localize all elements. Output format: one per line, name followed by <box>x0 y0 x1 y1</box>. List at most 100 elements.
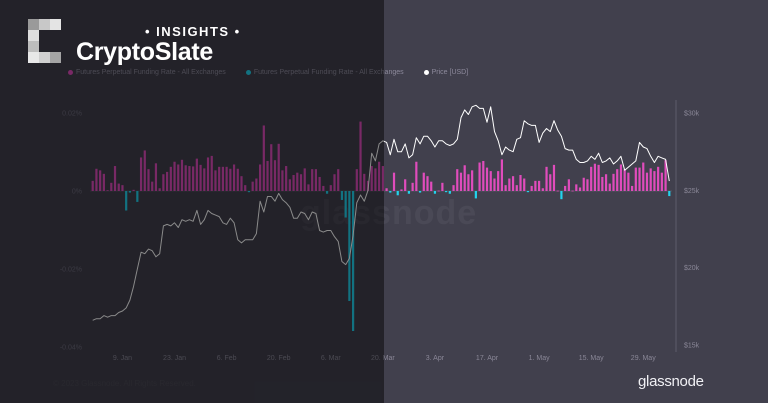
funding-rate-bar <box>147 169 150 191</box>
funding-rate-bar <box>277 143 280 191</box>
funding-rate-bar <box>270 144 273 191</box>
funding-rate-bar <box>456 169 459 191</box>
y-right-tick-label: $20k <box>684 265 700 272</box>
funding-rate-bar <box>273 160 277 191</box>
funding-rate-bar <box>474 191 477 199</box>
funding-rate-bar <box>225 166 228 191</box>
funding-rate-bar <box>325 191 329 194</box>
funding-rate-bar <box>511 176 515 191</box>
funding-rate-bar <box>608 183 611 191</box>
x-tick-label: 29. May <box>631 355 656 362</box>
y-left-tick-label: 0% <box>72 189 82 196</box>
funding-rate-bar <box>337 169 340 191</box>
funding-rate-bar <box>322 185 325 191</box>
funding-rate-bar <box>418 191 422 193</box>
funding-rate-bar <box>266 160 269 191</box>
funding-rate-bar <box>645 172 649 191</box>
x-tick-label: 3. Apr <box>426 355 445 362</box>
funding-rate-bar <box>95 168 98 191</box>
funding-rate-bar <box>221 166 224 191</box>
y-right-tick-label: $30k <box>684 111 700 118</box>
funding-rate-bar <box>396 191 399 196</box>
funding-rate-bar <box>110 182 113 191</box>
funding-rate-bar <box>162 174 165 191</box>
funding-rate-bar <box>452 185 455 191</box>
funding-rate-bar <box>560 191 563 200</box>
funding-rate-bar <box>262 125 265 191</box>
funding-rate-bar <box>604 174 608 191</box>
funding-rate-bar <box>139 157 143 191</box>
funding-rate-bar <box>314 169 317 191</box>
funding-rate-bar <box>471 170 474 191</box>
legend-item-negative-funding[interactable]: Futures Perpetual Funding Rate - All Exc… <box>245 68 404 77</box>
funding-rate-bar <box>593 163 596 191</box>
funding-rate-bar <box>549 174 552 191</box>
x-tick-label: 9. Jan <box>113 355 132 362</box>
funding-rate-bar <box>285 166 288 191</box>
funding-rate-bar <box>363 173 366 191</box>
funding-rate-bar <box>136 191 139 202</box>
copyright-footer: © 2023 Glassnode. All Rights Reserved. <box>53 379 196 388</box>
funding-rate-bar <box>467 174 470 191</box>
legend-dot-icon <box>245 70 251 75</box>
funding-rate-bar <box>459 172 463 191</box>
x-tick-label: 20. Mar <box>371 355 395 362</box>
x-tick-label: 20. Feb <box>267 355 291 362</box>
funding-rate-bar <box>493 178 496 191</box>
funding-rate-bar <box>638 167 641 191</box>
funding-rate-bar <box>430 181 433 191</box>
funding-rate-bar <box>538 180 541 191</box>
legend-item-price[interactable]: Price [USD] <box>423 68 469 77</box>
funding-rate-bar <box>352 191 355 332</box>
legend-item-positive-funding[interactable]: Futures Perpetual Funding Rate - All Exc… <box>68 68 226 77</box>
funding-rate-bar <box>649 168 652 191</box>
cryptoslate-name: CryptoSlate <box>76 38 214 66</box>
funding-rate-bar <box>173 161 176 191</box>
funding-rate-bar <box>653 171 656 191</box>
funding-rate-bar <box>232 164 236 191</box>
funding-rate-bar <box>489 171 492 191</box>
funding-rate-bar <box>612 173 615 191</box>
funding-rate-bar <box>597 164 600 191</box>
funding-rate-bar <box>359 121 362 191</box>
funding-rate-bar <box>311 169 314 191</box>
funding-rate-bar <box>329 185 332 191</box>
funding-rate-bar <box>523 178 526 191</box>
legend-label: Futures Perpetual Funding Rate - All Exc… <box>76 69 226 76</box>
funding-rate-bar <box>180 159 184 191</box>
funding-rate-bar <box>199 164 202 191</box>
funding-rate-bar <box>556 190 559 192</box>
funding-rate-bar <box>240 176 243 191</box>
funding-rate-bar <box>188 166 191 191</box>
legend-label: Price [USD] <box>431 69 469 76</box>
funding-rate-bar <box>374 168 377 191</box>
funding-rate-bar <box>303 168 306 191</box>
y-right-tick-label: $25k <box>684 188 700 195</box>
y-left-tick-label: -0.04% <box>60 345 82 352</box>
funding-rate-bar <box>411 182 414 191</box>
funding-rate-bar <box>143 150 146 191</box>
funding-rate-bar <box>296 172 299 191</box>
funding-rate-bar <box>634 167 637 191</box>
funding-rate-bar <box>244 185 247 191</box>
funding-rate-bar <box>370 166 373 191</box>
funding-rate-bar <box>151 181 154 191</box>
funding-rate-bar <box>534 180 537 191</box>
y-left-tick-label: -0.02% <box>60 267 82 274</box>
funding-rate-bar <box>415 161 418 191</box>
funding-rate-bar <box>582 177 585 191</box>
x-tick-label: 23. Jan <box>163 355 186 362</box>
funding-rate-bar <box>504 185 507 191</box>
funding-rate-bar <box>642 162 645 191</box>
funding-rate-bar <box>288 179 291 191</box>
funding-rate-bar <box>575 184 578 191</box>
funding-rate-bar <box>478 162 481 191</box>
funding-rate-bar <box>99 170 102 191</box>
funding-rate-bar <box>660 172 663 191</box>
funding-rate-bar <box>255 178 258 191</box>
funding-rate-bar <box>154 163 158 191</box>
x-tick-label: 6. Feb <box>217 355 237 362</box>
funding-rate-bar <box>125 191 128 211</box>
x-tick-label: 1. May <box>529 355 551 362</box>
